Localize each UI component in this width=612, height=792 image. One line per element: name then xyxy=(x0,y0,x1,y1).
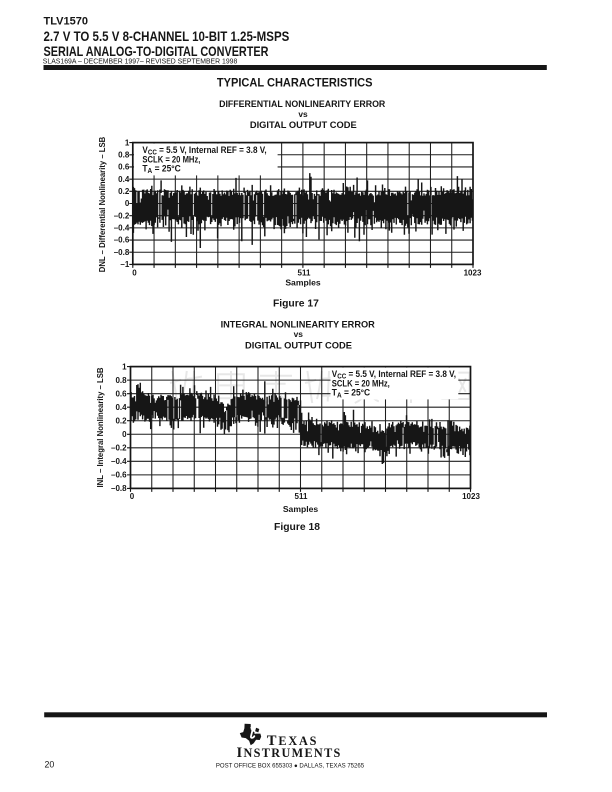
svg-text:TLV1570: TLV1570 xyxy=(44,15,89,27)
svg-text:–0.6: –0.6 xyxy=(114,236,130,245)
svg-text:0.6: 0.6 xyxy=(118,163,130,172)
svg-text:DIFFERENTIAL NONLINEARITY ERRO: DIFFERENTIAL NONLINEARITY ERROR xyxy=(219,99,385,110)
svg-text:DIGITAL OUTPUT CODE: DIGITAL OUTPUT CODE xyxy=(245,341,352,352)
svg-text:SCLK = 20 MHz,: SCLK = 20 MHz, xyxy=(142,154,200,165)
svg-text:0.4: 0.4 xyxy=(115,403,127,412)
svg-text:1: 1 xyxy=(125,138,130,147)
svg-text:1023: 1023 xyxy=(462,492,480,501)
svg-text:TA = 25°C: TA = 25°C xyxy=(332,387,371,399)
svg-text:–0.8: –0.8 xyxy=(114,248,130,257)
svg-text:DIGITAL OUTPUT CODE: DIGITAL OUTPUT CODE xyxy=(250,120,357,131)
svg-text:vs: vs xyxy=(294,329,304,339)
svg-text:vs: vs xyxy=(298,109,308,119)
svg-text:SLAS169A – DECEMBER 1997– REVI: SLAS169A – DECEMBER 1997– REVISED SEPTEM… xyxy=(43,58,238,65)
svg-text:INL – Integral Nonlinearity –: INL – Integral Nonlinearity – LSB xyxy=(95,368,105,488)
svg-text:0.6: 0.6 xyxy=(115,389,127,398)
svg-text:1023: 1023 xyxy=(464,268,482,277)
svg-text:0: 0 xyxy=(132,268,137,277)
svg-text:0: 0 xyxy=(125,199,130,208)
svg-text:511: 511 xyxy=(298,268,311,277)
svg-text:–0.8: –0.8 xyxy=(111,484,127,493)
svg-text:–0.6: –0.6 xyxy=(111,471,127,480)
svg-text:511: 511 xyxy=(295,492,308,501)
svg-text:DNL – Differential Nonlinearit: DNL – Differential Nonlinearity – LSB xyxy=(97,137,107,273)
svg-text:TYPICAL CHARACTERISTICS: TYPICAL CHARACTERISTICS xyxy=(217,76,373,90)
svg-text:INTEGRAL NONLINEARITY ERROR: INTEGRAL NONLINEARITY ERROR xyxy=(221,320,375,331)
svg-text:–0.4: –0.4 xyxy=(114,224,130,233)
svg-text:TA = 25°C: TA = 25°C xyxy=(142,163,181,175)
svg-text:SCLK = 20 MHz,: SCLK = 20 MHz, xyxy=(332,378,390,389)
svg-text:0.8: 0.8 xyxy=(115,376,127,385)
svg-text:Figure 17: Figure 17 xyxy=(273,298,319,310)
svg-text:0.8: 0.8 xyxy=(118,151,130,160)
svg-text:VCC = 5.5 V, Internal REF = 3.: VCC = 5.5 V, Internal REF = 3.8 V, xyxy=(142,145,266,157)
svg-text:Figure 18: Figure 18 xyxy=(274,521,320,533)
svg-text:Samples: Samples xyxy=(285,277,321,287)
svg-text:–0.2: –0.2 xyxy=(111,444,127,453)
svg-text:2.7 V TO 5.5 V 8-CHANNEL 10-BI: 2.7 V TO 5.5 V 8-CHANNEL 10-BIT 1.25-MSP… xyxy=(44,29,290,44)
svg-text:–0.2: –0.2 xyxy=(114,211,130,220)
svg-text:INSTRUMENTS: INSTRUMENTS xyxy=(237,745,342,761)
svg-text:–1: –1 xyxy=(120,260,129,269)
svg-text:–0.4: –0.4 xyxy=(111,457,127,466)
svg-text:TEXAS: TEXAS xyxy=(267,733,319,749)
svg-text:0: 0 xyxy=(130,492,135,501)
svg-text:20: 20 xyxy=(45,760,55,770)
svg-text:VCC = 5.5 V, Internal REF = 3.: VCC = 5.5 V, Internal REF = 3.8 V, xyxy=(332,369,456,381)
svg-text:Samples: Samples xyxy=(283,504,319,514)
svg-text:0: 0 xyxy=(122,430,127,439)
svg-text:1: 1 xyxy=(122,362,127,371)
svg-text:0.4: 0.4 xyxy=(118,175,130,184)
svg-text:0.2: 0.2 xyxy=(118,187,130,196)
svg-text:SERIAL ANALOG-TO-DIGITAL CONVE: SERIAL ANALOG-TO-DIGITAL CONVERTER xyxy=(44,44,269,59)
svg-text:POST OFFICE BOX 655303 ● DALLA: POST OFFICE BOX 655303 ● DALLAS, TEXAS 7… xyxy=(216,763,365,769)
svg-text:0.2: 0.2 xyxy=(115,416,127,425)
